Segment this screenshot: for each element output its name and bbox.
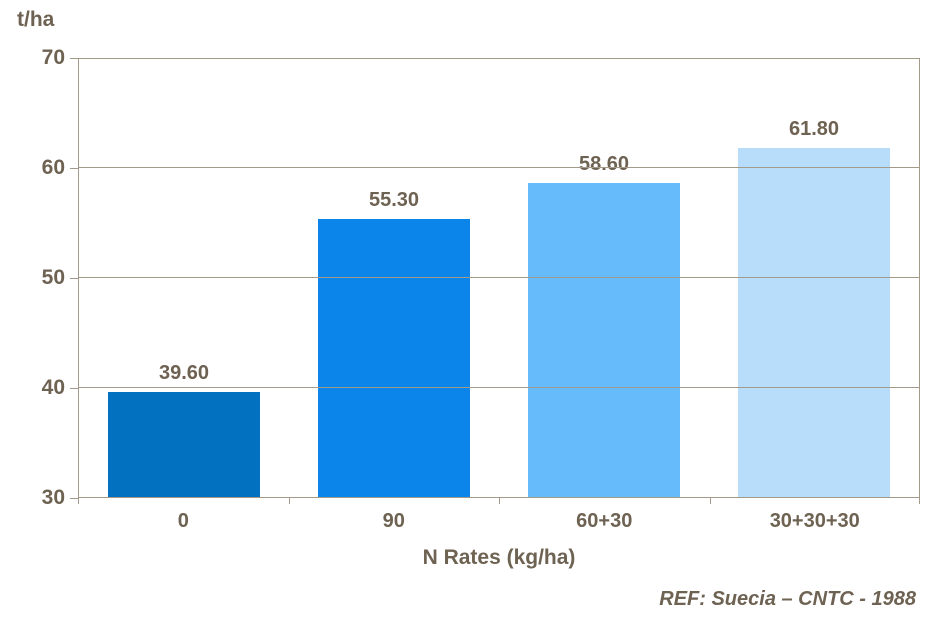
x-tick-mark bbox=[499, 498, 500, 504]
x-tick-label: 0 bbox=[177, 510, 189, 532]
x-tick-label: 90 bbox=[382, 510, 405, 532]
y-gridline bbox=[79, 167, 919, 168]
y-tick-mark bbox=[70, 58, 78, 59]
y-axis-unit-label: t/ha bbox=[17, 8, 55, 31]
x-tick-mark bbox=[78, 498, 79, 504]
y-gridline bbox=[79, 387, 919, 388]
bar bbox=[108, 391, 260, 497]
bar-value-label: 61.80 bbox=[788, 118, 840, 140]
bar-value-label: 55.30 bbox=[368, 189, 420, 212]
x-tick-label: 60+30 bbox=[576, 510, 633, 532]
bar bbox=[738, 148, 890, 497]
x-tick-mark bbox=[288, 498, 290, 504]
chart-footnote: REF: Suecia – CNTC - 1988 bbox=[659, 588, 916, 610]
x-tick-label: 30+30+30 bbox=[769, 510, 860, 532]
bar-slot: 58.60 bbox=[499, 58, 709, 497]
x-tick-mark bbox=[709, 498, 711, 504]
bar-value-label: 58.60 bbox=[578, 153, 630, 176]
y-tick-mark bbox=[70, 498, 78, 499]
x-axis-tick-labels: 0 90 60+30 30+30+30 bbox=[78, 510, 920, 533]
y-gridline bbox=[79, 277, 919, 278]
bar-slot: 61.80 bbox=[709, 58, 919, 497]
y-tick-mark bbox=[70, 168, 78, 169]
bar-slot: 55.30 bbox=[289, 58, 499, 497]
plot-area: 39.60 55.30 58.60 61.80 bbox=[78, 58, 920, 498]
bar-slot: 39.60 bbox=[79, 58, 289, 497]
y-tick-mark bbox=[70, 278, 78, 279]
y-tick-mark bbox=[70, 388, 78, 389]
bar bbox=[318, 219, 470, 497]
y-tick-label: 30 bbox=[41, 486, 65, 509]
bars-container: 39.60 55.30 58.60 61.80 bbox=[79, 58, 919, 497]
x-tick-mark bbox=[919, 498, 920, 504]
y-tick-label: 40 bbox=[41, 376, 65, 399]
x-axis-title: N Rates (kg/ha) bbox=[422, 546, 576, 569]
bar bbox=[528, 183, 680, 497]
y-tick-label: 50 bbox=[41, 266, 65, 289]
y-tick-label: 60 bbox=[41, 156, 65, 179]
y-tick-label: 70 bbox=[41, 46, 65, 69]
bar-value-label: 39.60 bbox=[158, 361, 210, 384]
y-gridline bbox=[79, 58, 919, 59]
